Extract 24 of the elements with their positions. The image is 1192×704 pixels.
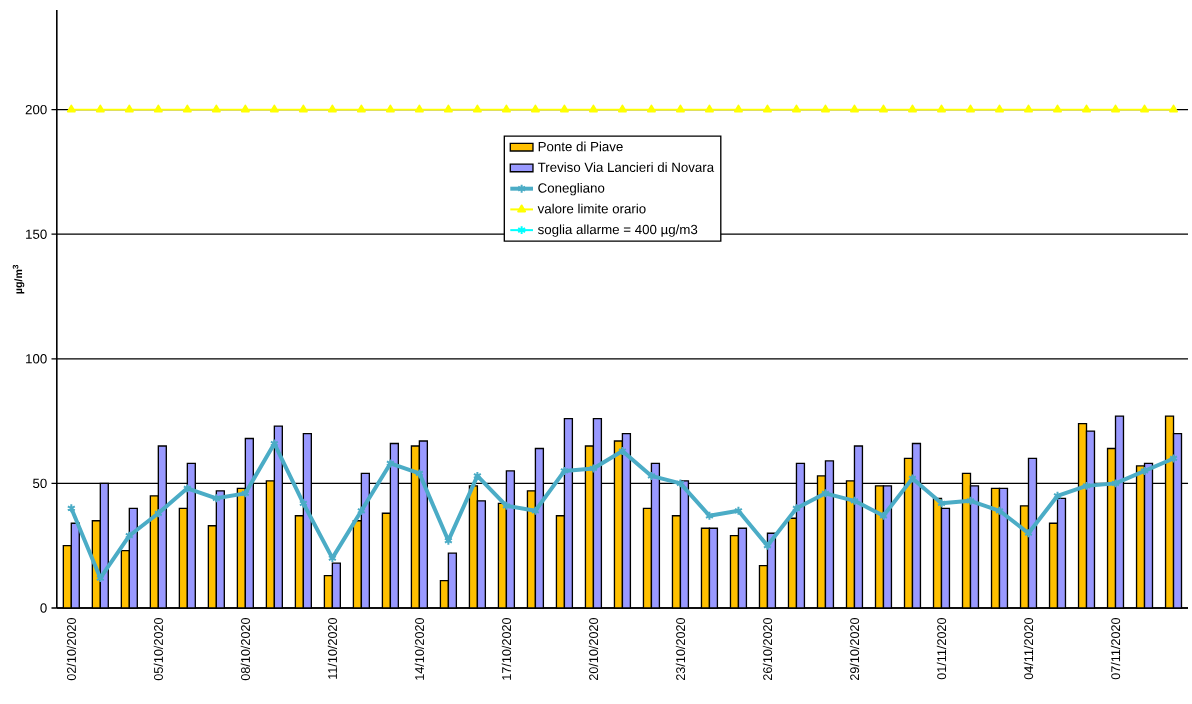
y-axis-title: µg/m$^{3}$: [12, 265, 25, 294]
x-tick-label: 11/10/2020: [327, 618, 337, 679]
x-tick-label: 17/10/2020: [501, 618, 512, 680]
x-tick-label: 14/10/2020: [414, 618, 425, 680]
y-tick-label: 50: [33, 478, 47, 489]
legend-label: soglia allarme = 400 µg/m3: [538, 224, 698, 237]
legend-label: valore limite orario: [537, 203, 646, 214]
x-tick-label: 26/10/2020: [762, 618, 773, 681]
y-tick-label: 150: [26, 229, 47, 240]
x-tick-label: 05/10/2020: [153, 618, 163, 681]
x-tick-label: 08/10/2020: [240, 618, 250, 681]
legend-label: Treviso Via Lancieri di Novara: [537, 162, 715, 173]
y-tick-label: 100: [26, 354, 47, 364]
y-tick-label: 200: [25, 105, 47, 115]
x-tick-label: 07/11/2020: [1110, 618, 1121, 680]
x-tick-label: 29/10/2020: [849, 618, 860, 681]
legend-label: Ponte di Piave: [538, 141, 623, 152]
x-tick-label: 02/10/2020: [66, 618, 76, 681]
legend-label: Conegliano: [538, 183, 605, 196]
y-tick-label: 0: [40, 603, 47, 613]
x-tick-label: 20/10/2020: [588, 618, 599, 681]
x-tick-label: 23/10/2020: [675, 618, 686, 681]
x-tick-label: 04/11/2020: [1023, 618, 1034, 680]
x-tick-label: 01/11/2020: [936, 618, 947, 680]
